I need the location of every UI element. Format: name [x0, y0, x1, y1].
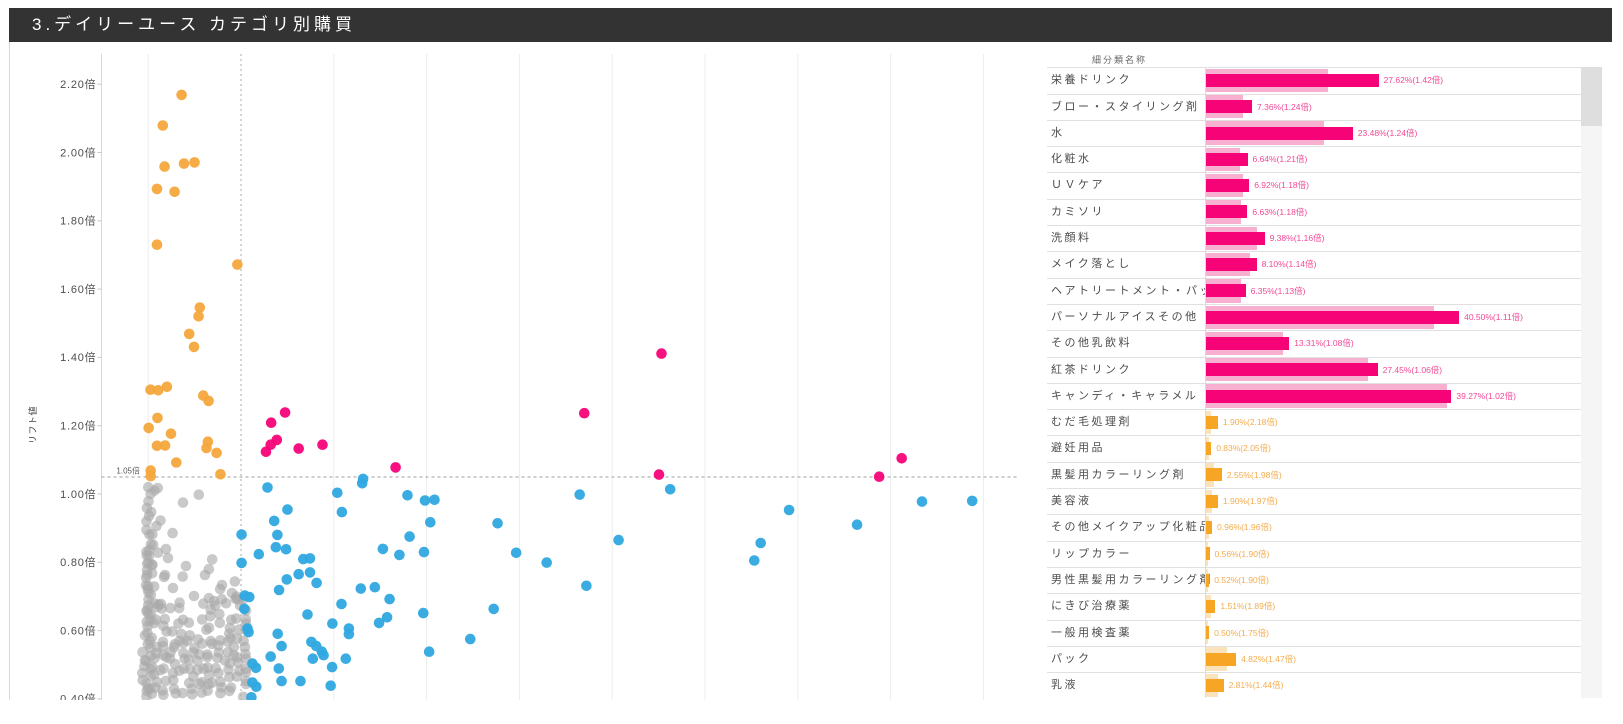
- svg-text:0.40倍: 0.40倍: [60, 692, 96, 700]
- svg-text:1.40倍: 1.40倍: [60, 350, 96, 364]
- svg-text:0.80倍: 0.80倍: [60, 555, 96, 569]
- svg-text:1.20倍: 1.20倍: [60, 419, 96, 433]
- svg-text:0.60倍: 0.60倍: [60, 623, 96, 637]
- svg-text:リフト値: リフト値: [27, 406, 38, 444]
- svg-text:2.20倍: 2.20倍: [60, 77, 96, 91]
- svg-text:1.00倍: 1.00倍: [60, 487, 96, 501]
- svg-text:2.00倍: 2.00倍: [60, 145, 96, 159]
- svg-text:1.60倍: 1.60倍: [60, 282, 96, 296]
- svg-text:1.05倍: 1.05倍: [116, 466, 140, 476]
- svg-text:1.80倍: 1.80倍: [60, 214, 96, 228]
